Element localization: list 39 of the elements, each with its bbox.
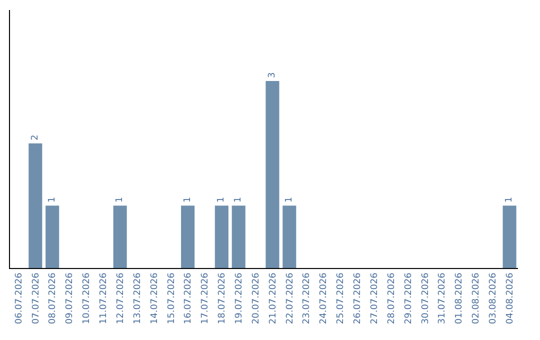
x-tick-label: 08.07.2026 [48,272,58,324]
x-tick-label: 16.07.2026 [184,272,194,324]
x-tick-label: 23.07.2026 [302,272,312,324]
x-tick-label: 18.07.2026 [218,272,228,324]
x-tick-label: 28.07.2026 [386,272,397,324]
x-tick-label: 04.08.2026 [505,272,516,324]
x-tick-label: 27.07.2026 [370,272,380,324]
x-tick-label: 21.07.2026 [268,272,278,324]
x-tick-label: 29.07.2026 [404,272,414,324]
x-tick-label: 09.07.2026 [65,272,76,324]
data-label: 1 [504,196,515,203]
x-tick-label: 30.07.2026 [420,272,431,324]
x-tick-label: 20.07.2026 [251,272,262,324]
x-tick-label: 15.07.2026 [166,272,177,324]
x-tick-label: 14.07.2026 [150,272,160,324]
data-label: 1 [234,196,244,203]
data-label: 3 [267,72,278,78]
x-tick-label: 07.07.2026 [31,272,42,324]
data-label: 1 [216,196,227,203]
x-tick-label: 01.08.2026 [454,272,465,324]
x-tick-label: 26.07.2026 [353,272,364,324]
x-tick-label: 13.07.2026 [132,272,143,324]
x-tick-label: 10.07.2026 [82,272,92,324]
x-tick-label: 17.07.2026 [200,272,211,324]
x-tick-label: 31.07.2026 [438,272,448,324]
data-label: 1 [47,196,58,203]
x-tick-label: 02.08.2026 [472,272,482,324]
data-label: 1 [284,196,294,203]
data-label: 1 [182,196,193,203]
x-tick-label: 12.07.2026 [116,272,126,324]
x-tick-label: 19.07.2026 [234,272,245,324]
x-tick-label: 06.07.2026 [14,272,24,324]
data-label: 1 [115,196,126,203]
x-tick-label: 25.07.2026 [336,272,346,324]
x-tick-label: 03.08.2026 [488,272,499,324]
x-tick-label: 24.07.2026 [319,272,330,324]
x-tick-label: 22.07.2026 [285,272,296,324]
x-tick-label: 11.07.2026 [99,272,110,324]
data-label: 2 [30,134,40,140]
